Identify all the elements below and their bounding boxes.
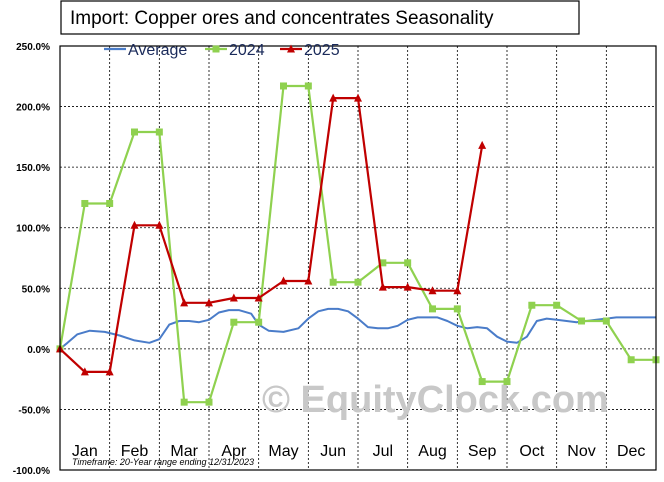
series-2025 [56,93,487,376]
legend-label: 2024 [229,42,265,59]
data-point [378,282,387,291]
chart-title: Import: Copper ores and concentrates Sea… [70,8,494,29]
legend-label: 2025 [304,42,340,59]
data-point [403,282,412,291]
data-point [329,93,338,102]
data-point [254,293,263,302]
legend-marker [287,44,295,53]
y-tick-label: 250.0% [16,42,50,53]
data-point [80,367,89,376]
data-point [578,317,585,325]
x-tick-label: Jul [373,443,393,460]
data-point [230,318,238,326]
series-layer [56,82,660,406]
legend-marker [212,45,220,53]
x-axis-ticks: Jan Feb Mar Apr May Jun Jul Aug Sep Oct Nov Dec [72,443,645,460]
title-box [60,0,580,35]
series-line-2025 [59,96,484,373]
y-axis-ticks: 250.0% 200.0% 150.0% 100.0% 50.0% 0.0% -50.0% -… [13,42,50,477]
data-point [354,278,362,286]
data-point [553,301,561,309]
data-point [478,140,487,149]
x-tick-label: Oct [519,443,544,460]
data-point [205,298,213,307]
data-point [528,301,536,309]
data-point [379,259,387,267]
plot-frame [59,45,657,471]
x-tick-label: Apr [221,443,247,460]
series-2024 [56,82,660,406]
data-point [354,93,362,102]
data-point [180,398,188,406]
x-tick-label: Dec [617,443,645,460]
legend: Average 2024 2025 [104,42,340,59]
data-point [255,318,263,326]
x-tick-label: Jun [320,443,346,460]
data-point [478,378,486,386]
legend-item-2025: 2025 [280,42,340,59]
y-tick-label: 100.0% [16,224,50,235]
x-tick-label: Sep [468,443,497,460]
data-point [105,367,114,376]
data-point [279,276,288,285]
data-point [130,220,139,229]
series-line-average [59,307,656,350]
data-point [304,276,313,285]
data-point [304,82,312,90]
y-tick-label: -100.0% [13,466,50,477]
x-tick-label: Nov [567,443,595,460]
x-tick-label: Feb [121,443,149,460]
data-point [503,378,511,386]
data-point [404,259,412,267]
legend-item-2024: 2024 [205,42,265,59]
data-point [453,305,461,313]
data-point [428,286,437,295]
y-tick-label: 0.0% [27,345,50,356]
x-tick-label: Aug [418,443,446,460]
data-point [429,305,436,313]
legend-label: Average [128,42,187,59]
y-tick-label: 50.0% [22,284,50,295]
data-point [602,317,610,325]
x-tick-label: May [268,443,298,460]
data-point [81,199,89,207]
x-tick-label: Mar [170,443,198,460]
data-point [155,220,164,229]
timeframe-footnote: Timeframe: 20-Year range ending 12/31/20… [72,457,254,467]
y-tick-label: -50.0% [18,405,50,416]
x-tick-label: Jan [72,443,98,460]
data-point [627,356,635,364]
watermark: © EquityClock.com [262,379,609,421]
data-point [180,298,189,307]
y-tick-label: 150.0% [16,163,50,174]
data-point [205,398,213,406]
data-point [329,278,337,286]
data-point [155,128,163,136]
data-point [131,128,138,136]
series-average [59,307,656,350]
data-point [229,293,238,302]
data-point [106,199,114,207]
legend-item-average: Average [104,42,187,59]
data-point [453,286,462,295]
y-tick-label: 200.0% [16,103,50,114]
data-point [280,82,287,90]
